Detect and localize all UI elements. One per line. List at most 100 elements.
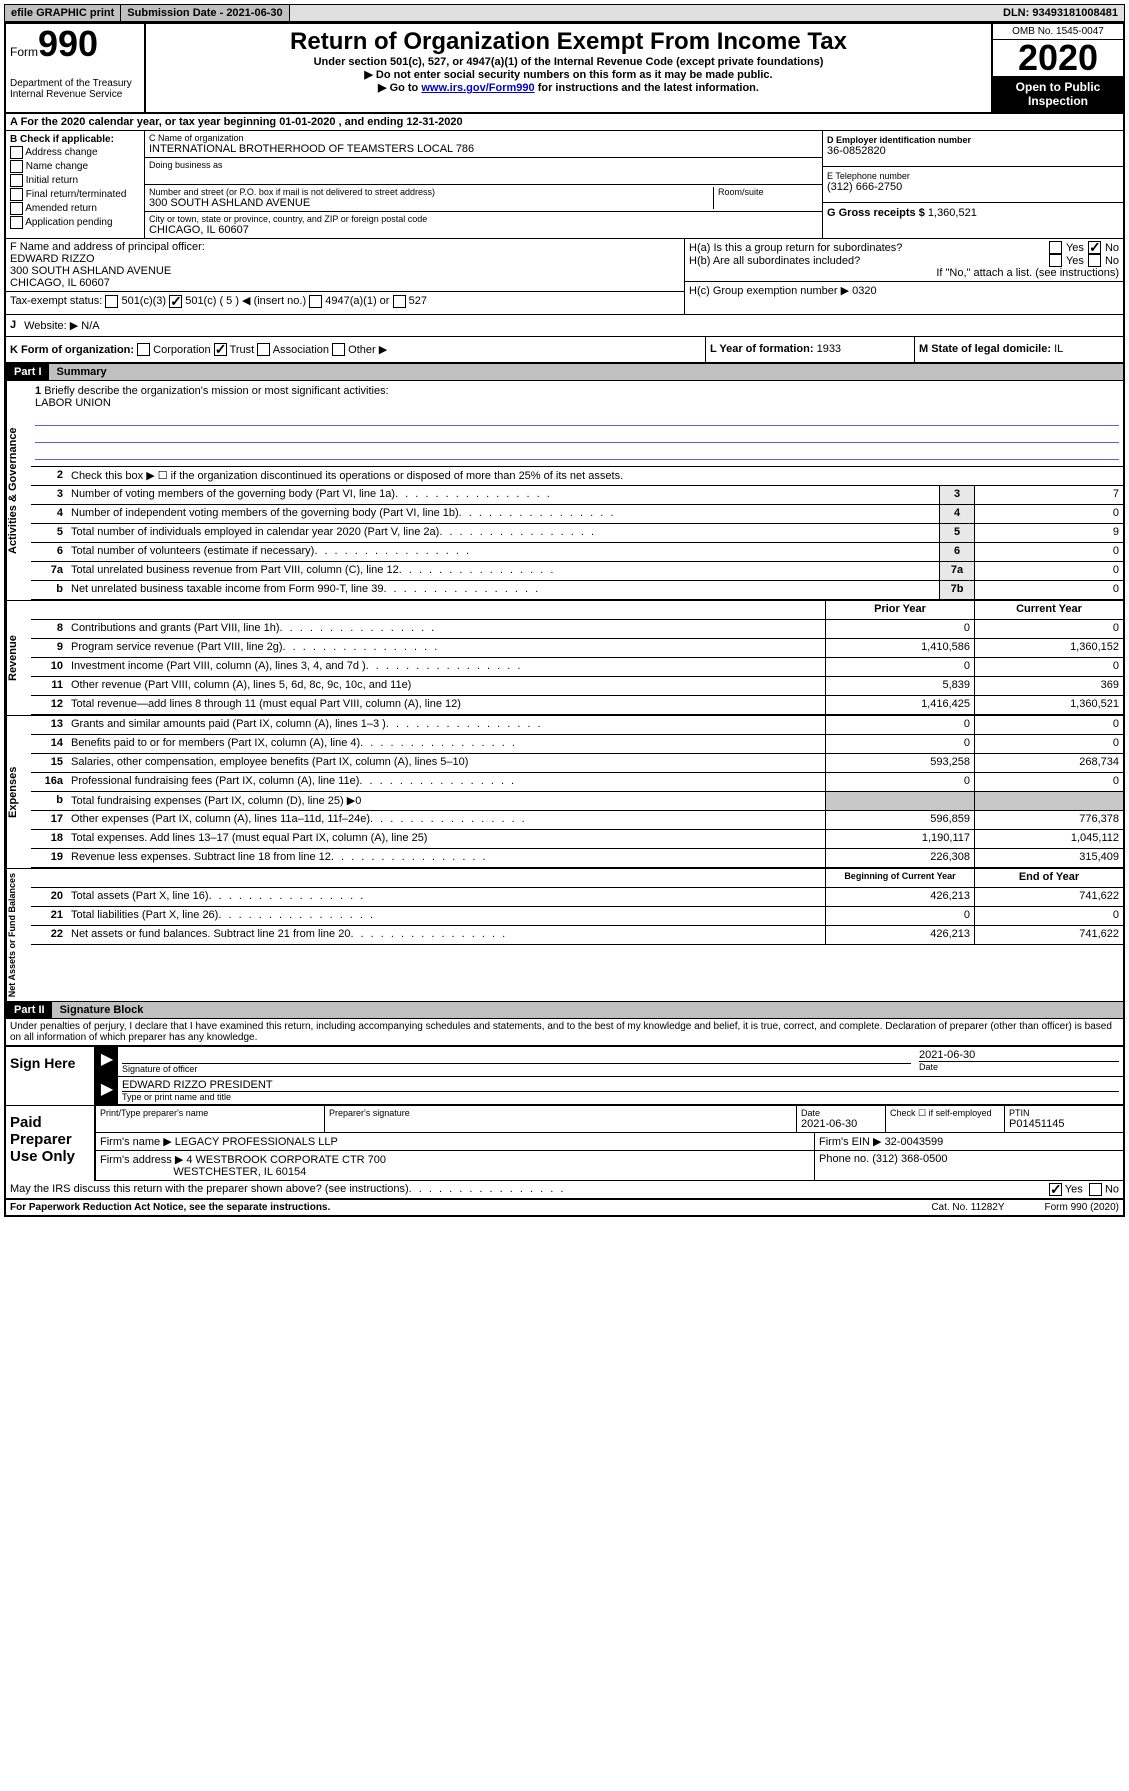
l16b-c <box>974 792 1123 810</box>
form-label: Form <box>10 45 38 59</box>
org-addr: 300 SOUTH ASHLAND AVENUE <box>149 197 713 209</box>
l18-p: 1,190,117 <box>825 830 974 848</box>
l7a-b: 7a <box>939 562 974 580</box>
mission-num: 1 <box>35 385 41 397</box>
l8-d: Contributions and grants (Part VIII, lin… <box>67 620 825 638</box>
l20-n: 20 <box>31 888 67 906</box>
l15-c: 268,734 <box>974 754 1123 772</box>
l10-d: Investment income (Part VIII, column (A)… <box>67 658 825 676</box>
j-text: Website: ▶ <box>24 320 78 332</box>
cb-assoc[interactable] <box>257 343 270 356</box>
firm-addr-label: Firm's address ▶ <box>100 1154 183 1166</box>
row-klm: K Form of organization: Corporation Trus… <box>6 337 1123 365</box>
officer-label: F Name and address of principal officer: <box>10 241 680 253</box>
l16a-d: Professional fundraising fees (Part IX, … <box>67 773 825 791</box>
col-b-header: B Check if applicable: <box>10 134 140 145</box>
l18-d: Total expenses. Add lines 13–17 (must eq… <box>67 830 825 848</box>
l9-d: Program service revenue (Part VIII, line… <box>67 639 825 657</box>
l13-d: Grants and similar amounts paid (Part IX… <box>67 716 825 734</box>
arrow-icon: ▶ <box>96 1047 118 1076</box>
exp-section: Expenses 13Grants and similar amounts pa… <box>6 716 1123 869</box>
discuss-q: May the IRS discuss this return with the… <box>10 1183 1049 1196</box>
cb-hb-yes[interactable] <box>1049 254 1062 267</box>
sig-label: Signature of officer <box>122 1064 911 1074</box>
subtitle3: ▶ Go to www.irs.gov/Form990 for instruct… <box>150 81 987 94</box>
l22-d: Net assets or fund balances. Subtract li… <box>67 926 825 944</box>
cb-527[interactable] <box>393 295 406 308</box>
l18-n: 18 <box>31 830 67 848</box>
header-row: Form990 Department of the Treasury Inter… <box>6 24 1123 114</box>
col-cd: C Name of organization INTERNATIONAL BRO… <box>145 131 822 238</box>
efile-btn[interactable]: efile GRAPHIC print <box>5 5 121 21</box>
l7a-d: Total unrelated business revenue from Pa… <box>67 562 939 580</box>
cb-501c3[interactable] <box>105 295 118 308</box>
cb-501c[interactable] <box>169 295 182 308</box>
firm-ein: 32-0043599 <box>885 1136 944 1148</box>
irs-link[interactable]: www.irs.gov/Form990 <box>421 82 534 94</box>
side-gov: Activities & Governance <box>6 381 31 600</box>
l4-d: Number of independent voting members of … <box>67 505 939 523</box>
l20-p: 426,213 <box>825 888 974 906</box>
l4-b: 4 <box>939 505 974 523</box>
paid-label: Paid Preparer Use Only <box>6 1106 96 1181</box>
gross-label: G Gross receipts $ <box>827 207 925 219</box>
firm-ein-label: Firm's EIN ▶ <box>819 1136 882 1148</box>
cb-trust[interactable] <box>214 343 227 356</box>
cb-initial[interactable] <box>10 174 23 187</box>
l6-n: 6 <box>31 543 67 561</box>
l12-c: 1,360,521 <box>974 696 1123 714</box>
form-number: 990 <box>38 23 98 64</box>
gov-section: Activities & Governance 1 Briefly descri… <box>6 381 1123 601</box>
cb-other[interactable] <box>332 343 345 356</box>
rev-section: Revenue Prior YearCurrent Year 8Contribu… <box>6 601 1123 716</box>
cb-ha-yes[interactable] <box>1049 241 1062 254</box>
l10-n: 10 <box>31 658 67 676</box>
top-bar: efile GRAPHIC print Submission Date - 20… <box>4 4 1125 22</box>
l8-n: 8 <box>31 620 67 638</box>
hdr-d <box>67 601 825 619</box>
l9-n: 9 <box>31 639 67 657</box>
m-label: M State of legal domicile: <box>919 343 1051 355</box>
discuss-yes: Yes <box>1065 1184 1083 1196</box>
cb-discuss-yes[interactable] <box>1049 1183 1062 1196</box>
l19-d: Revenue less expenses. Subtract line 18 … <box>67 849 825 867</box>
sign-name: EDWARD RIZZO PRESIDENT <box>122 1079 1119 1092</box>
l7a-n: 7a <box>31 562 67 580</box>
hdr-cy: Current Year <box>974 601 1123 619</box>
opt-trust: Trust <box>230 344 255 356</box>
l6-b: 6 <box>939 543 974 561</box>
subtitle2: ▶ Do not enter social security numbers o… <box>150 68 987 81</box>
cb-pending[interactable] <box>10 216 23 229</box>
l5-n: 5 <box>31 524 67 542</box>
hdr-n <box>31 601 67 619</box>
l15-p: 593,258 <box>825 754 974 772</box>
paid-section: Paid Preparer Use Only Print/Type prepar… <box>6 1105 1123 1181</box>
cb-4947[interactable] <box>309 295 322 308</box>
cb-name[interactable] <box>10 160 23 173</box>
firm-phone: (312) 368-0500 <box>872 1153 947 1165</box>
cb-corp[interactable] <box>137 343 150 356</box>
l12-d: Total revenue—add lines 8 through 11 (mu… <box>67 696 825 714</box>
l3-v: 7 <box>974 486 1123 504</box>
cb-final[interactable] <box>10 188 23 201</box>
sub3-post: for instructions and the latest informat… <box>535 82 759 94</box>
side-rev: Revenue <box>6 601 31 715</box>
cb-discuss-no[interactable] <box>1089 1183 1102 1196</box>
l22-p: 426,213 <box>825 926 974 944</box>
l21-d: Total liabilities (Part X, line 26) <box>67 907 825 925</box>
prep-sig-label: Preparer's signature <box>329 1108 792 1118</box>
cb-amended[interactable] <box>10 202 23 215</box>
lbl-pending: Application pending <box>25 217 112 228</box>
l22-n: 22 <box>31 926 67 944</box>
l16a-c: 0 <box>974 773 1123 791</box>
hdr2-cy: End of Year <box>974 869 1123 887</box>
cb-hb-no[interactable] <box>1088 254 1101 267</box>
m-val: IL <box>1054 343 1063 355</box>
org-city: CHICAGO, IL 60607 <box>149 224 818 236</box>
cb-address[interactable] <box>10 146 23 159</box>
cb-ha-no[interactable] <box>1088 241 1101 254</box>
penalties: Under penalties of perjury, I declare th… <box>6 1019 1123 1046</box>
sub3-pre: ▶ Go to <box>378 82 421 94</box>
sign-here: Sign Here <box>6 1047 96 1105</box>
l14-p: 0 <box>825 735 974 753</box>
